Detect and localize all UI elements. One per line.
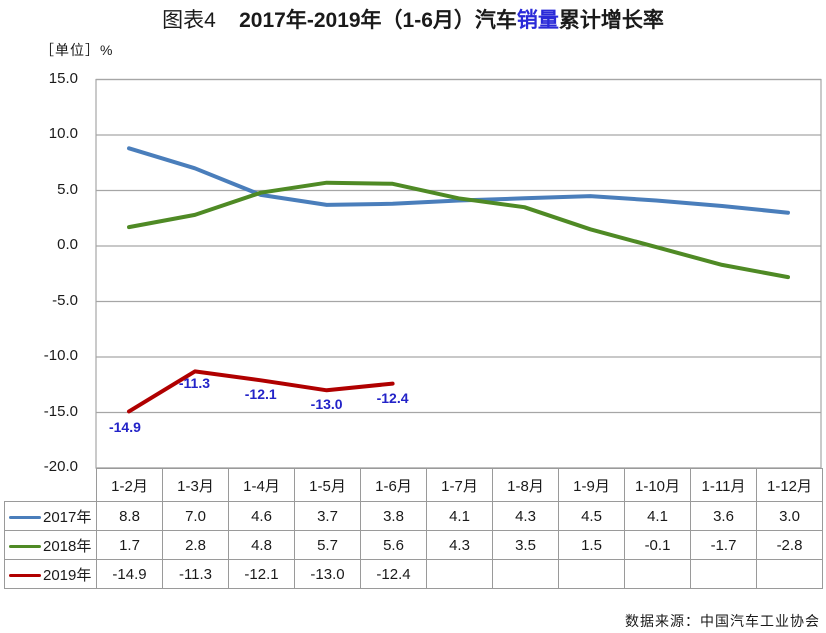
category-header: 1-11月 xyxy=(690,468,757,502)
table-row: 2019年 -14.9 -11.3 -12.1 -13.0 -12.4 xyxy=(4,559,823,589)
table-cell: -2.8 xyxy=(756,530,823,560)
title-part1: 2017年-2019年（1-6月）汽车 xyxy=(239,9,517,32)
data-label: -11.3 xyxy=(178,375,210,392)
title-part2: 累计增长率 xyxy=(558,9,664,32)
chart-title: 图表4 2017年-2019年（1-6月）汽车销量累计增长率 xyxy=(0,4,826,34)
plot-frame xyxy=(95,78,822,469)
table-cell xyxy=(756,559,823,589)
series-line-2017 xyxy=(127,146,790,215)
legend-label: 2019年 xyxy=(43,566,92,584)
table-cell: -12.1 xyxy=(228,559,295,589)
series-line-2019 xyxy=(127,369,395,414)
table-cell: 8.8 xyxy=(96,501,163,531)
y-tick-label: -15.0 xyxy=(43,402,78,420)
legend-key: 2017年 xyxy=(4,501,97,531)
y-axis-unit-label: ［单位］% xyxy=(40,42,114,58)
table-cell: -1.7 xyxy=(690,530,757,560)
data-table: 1-2月 1-3月 1-4月 1-5月 1-6月 1-7月 1-8月 1-9月 1-10月 1-1… xyxy=(4,468,823,589)
table-cell: 4.1 xyxy=(624,501,691,531)
data-label: -13.0 xyxy=(310,396,343,413)
table-cell: -0.1 xyxy=(624,530,691,560)
category-header: 1-9月 xyxy=(558,468,625,502)
title-highlight: 销量 xyxy=(516,9,559,32)
data-label: -14.9 xyxy=(108,419,141,436)
data-label: -12.4 xyxy=(376,389,409,406)
table-cell: 2.8 xyxy=(162,530,229,560)
table-cell: 4.3 xyxy=(492,501,559,531)
table-cell: 3.7 xyxy=(294,501,361,531)
table-cell: 4.5 xyxy=(558,501,625,531)
table-cell xyxy=(690,559,757,589)
y-tick-label: 5.0 xyxy=(57,180,78,198)
legend-label: 2017年 xyxy=(43,508,92,526)
data-label: -12.1 xyxy=(244,386,277,403)
table-cell: 3.0 xyxy=(756,501,823,531)
table-corner xyxy=(4,468,97,502)
series-line-2018 xyxy=(127,180,790,280)
table-cell: 4.8 xyxy=(228,530,295,560)
legend-swatch-icon xyxy=(9,516,41,520)
table-cell: 3.6 xyxy=(690,501,757,531)
table-cell: 4.3 xyxy=(426,530,493,560)
category-header: 1-4月 xyxy=(228,468,295,502)
category-header: 1-6月 xyxy=(360,468,427,502)
legend-key: 2018年 xyxy=(4,530,97,560)
legend-swatch-icon xyxy=(9,545,41,549)
table-cell xyxy=(426,559,493,589)
table-cell xyxy=(492,559,559,589)
category-header: 1-2月 xyxy=(96,468,163,502)
table-cell: 4.6 xyxy=(228,501,295,531)
table-cell: 1.7 xyxy=(96,530,163,560)
figure-label: 图表4 xyxy=(162,9,216,32)
category-header: 1-5月 xyxy=(294,468,361,502)
table-row: 2017年 8.8 7.0 4.6 3.7 3.8 4.1 4.3 4.5 4.1 3.6 3.0 xyxy=(4,501,823,531)
line-chart-plot xyxy=(95,78,822,469)
y-tick-label: -5.0 xyxy=(52,291,78,309)
legend-swatch-icon xyxy=(9,574,41,578)
title-main: 2017年-2019年（1-6月）汽车销量累计增长率 xyxy=(239,9,664,32)
legend-key: 2019年 xyxy=(4,559,97,589)
table-cell: 3.8 xyxy=(360,501,427,531)
table-cell xyxy=(624,559,691,589)
table-cell: 3.5 xyxy=(492,530,559,560)
table-row: 2018年 1.7 2.8 4.8 5.7 5.6 4.3 3.5 1.5 -0.1 -1.7 -2.… xyxy=(4,530,823,560)
y-tick-label: 0.0 xyxy=(57,236,78,253)
table-cell xyxy=(558,559,625,589)
legend-label: 2018年 xyxy=(43,537,92,555)
table-cell: -13.0 xyxy=(294,559,361,589)
table-cell: -12.4 xyxy=(360,559,427,589)
category-header: 1-12月 xyxy=(756,468,823,502)
y-tick-label: 15.0 xyxy=(48,69,78,87)
y-tick-label: 10.0 xyxy=(48,125,78,142)
source-note: 数据来源：中国汽车工业协会 xyxy=(625,613,820,629)
table-cell: 5.6 xyxy=(360,530,427,560)
category-header: 1-10月 xyxy=(624,468,691,502)
category-header: 1-7月 xyxy=(426,468,493,502)
category-header: 1-3月 xyxy=(162,468,229,502)
table-cell: -14.9 xyxy=(96,559,163,589)
table-cell: 1.5 xyxy=(558,530,625,560)
table-cell: 5.7 xyxy=(294,530,361,560)
y-tick-label: -10.0 xyxy=(43,347,78,364)
table-cell: -11.3 xyxy=(162,559,229,589)
table-cell: 7.0 xyxy=(162,501,229,531)
table-cell: 4.1 xyxy=(426,501,493,531)
category-header: 1-8月 xyxy=(492,468,559,502)
